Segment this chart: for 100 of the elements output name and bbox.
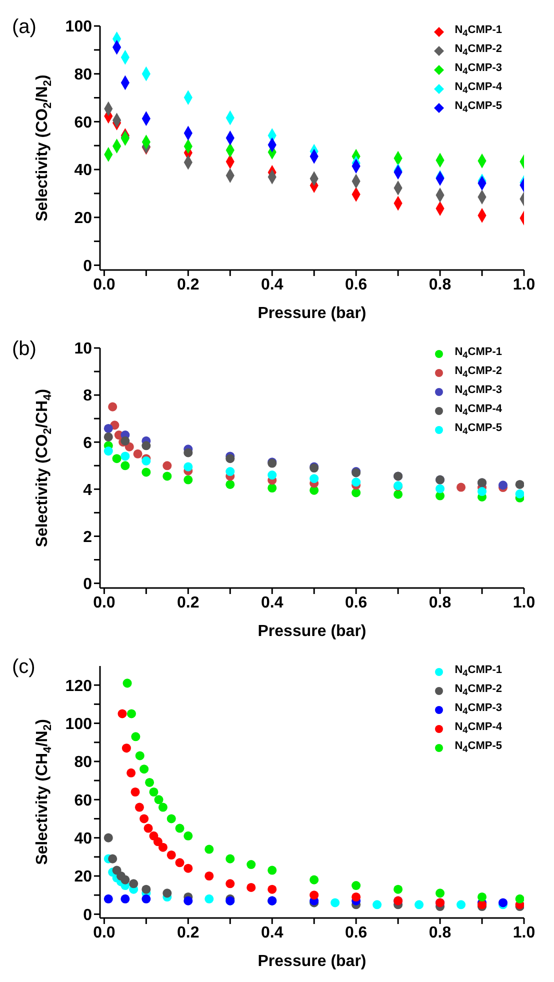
y-tick-label: 10: [74, 340, 92, 358]
point: [204, 894, 214, 904]
point: [149, 787, 158, 797]
legend-label: N$_{4}$CMP-1: [454, 346, 502, 361]
y-tick-label: 20: [74, 868, 92, 886]
legend-label: N$_{4}$CMP-2: [454, 683, 502, 698]
y-tick-label: 6: [83, 434, 92, 452]
point: [154, 795, 164, 804]
y-tick-label: 20: [74, 210, 92, 228]
x-tick-label: 0.0: [93, 924, 116, 942]
y-tick-label: 40: [74, 162, 92, 180]
point: [112, 454, 122, 464]
point: [131, 732, 140, 742]
point: [108, 402, 118, 412]
legend-label: N$_{4}$CMP-4: [454, 721, 502, 736]
x-tick-label: 0.8: [428, 594, 452, 612]
x-tick-label: 0.2: [177, 924, 200, 942]
point: [120, 894, 130, 904]
point: [436, 888, 445, 898]
x-axis-title: Pressure (bar): [258, 623, 366, 640]
point: [175, 858, 184, 868]
point: [226, 480, 235, 489]
legend-label: N$_{4}$CMP-2: [454, 43, 502, 58]
x-tick-label: 0.6: [344, 924, 368, 942]
point: [372, 900, 382, 910]
point: [134, 802, 144, 812]
y-tick-label: 2: [83, 528, 92, 546]
x-tick-label: 0.2: [177, 594, 200, 612]
y-tick-label: 120: [65, 678, 92, 695]
x-tick-label: 0.8: [428, 924, 452, 942]
point: [104, 894, 113, 904]
y-tick-label: 0: [83, 258, 92, 275]
point: [142, 884, 151, 894]
point: [515, 489, 524, 498]
point: [145, 778, 154, 787]
point: [162, 888, 172, 898]
point: [436, 484, 445, 494]
legend-label: N$_{4}$CMP-4: [454, 81, 502, 96]
y-tick-label: 100: [65, 716, 92, 733]
point: [120, 461, 130, 470]
point: [162, 461, 172, 470]
y-tick-label: 8: [83, 388, 92, 405]
y-tick-label: 4: [83, 482, 92, 499]
point: [153, 837, 162, 846]
point: [268, 866, 277, 875]
point: [122, 744, 131, 753]
x-tick-label: 0.0: [93, 594, 116, 612]
legend-label: N$_{4}$CMP-3: [454, 702, 502, 717]
point: [162, 472, 172, 481]
x-tick-label: 0.2: [177, 276, 200, 294]
point: [226, 879, 235, 888]
point: [142, 894, 151, 904]
point: [158, 842, 168, 852]
point: [184, 896, 193, 906]
point: [268, 483, 277, 493]
point: [142, 468, 151, 477]
legend-label: N$_{4}$CMP-1: [454, 24, 502, 39]
point: [108, 854, 118, 864]
point: [120, 452, 130, 461]
point: [246, 882, 256, 892]
point: [352, 881, 361, 890]
point: [126, 709, 136, 718]
point: [310, 875, 319, 884]
y-tick-label: 40: [74, 830, 92, 848]
point: [226, 854, 235, 864]
point: [104, 432, 113, 442]
point: [184, 475, 193, 484]
x-tick-label: 1.0: [512, 924, 536, 942]
x-axis-title: Pressure (bar): [258, 305, 366, 322]
y-tick-label: 0: [83, 906, 92, 924]
point: [133, 449, 142, 458]
x-tick-label: 1.0: [512, 594, 536, 612]
y-tick-label: 100: [65, 18, 92, 36]
point: [204, 844, 214, 854]
point: [310, 474, 319, 484]
point: [478, 487, 487, 496]
point: [414, 900, 424, 910]
point: [184, 864, 193, 873]
legend-label: N$_{4}$CMP-3: [454, 62, 502, 77]
y-tick-label: 60: [74, 114, 92, 132]
point: [175, 824, 184, 833]
x-tick-label: 0.8: [428, 276, 452, 294]
point: [268, 884, 277, 894]
legend-label: N$_{4}$CMP-5: [454, 422, 502, 437]
point: [118, 709, 127, 718]
point: [352, 488, 361, 498]
point: [130, 787, 140, 797]
point: [352, 478, 361, 487]
point: [226, 467, 235, 476]
point: [144, 824, 153, 833]
point: [352, 892, 361, 902]
point: [184, 831, 193, 840]
point: [394, 490, 403, 499]
point: [122, 678, 132, 688]
point: [126, 768, 136, 778]
point: [129, 879, 138, 888]
point: [515, 480, 524, 489]
point: [120, 875, 130, 884]
point: [498, 480, 508, 490]
point: [104, 424, 113, 433]
